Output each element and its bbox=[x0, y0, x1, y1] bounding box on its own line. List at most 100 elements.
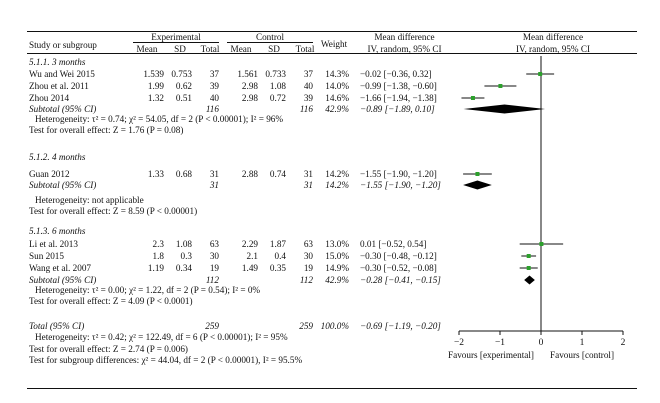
study-ci: −0.30 [−0.52, −0.08] bbox=[360, 263, 437, 273]
header-exp-sd: SD bbox=[174, 44, 186, 54]
subtotal-ci: −0.28 [−0.41, −0.15] bbox=[360, 275, 441, 285]
study-name: Guan 2012 bbox=[29, 169, 70, 179]
x-tick-label: 2 bbox=[621, 338, 626, 348]
exp-sd: 0.51 bbox=[175, 93, 192, 103]
ctrl-sd: 1.87 bbox=[269, 239, 286, 249]
subtotal-exp-total: 31 bbox=[209, 180, 219, 190]
subtotal-exp-total: 112 bbox=[205, 275, 219, 285]
study-point bbox=[538, 72, 543, 76]
top-rule bbox=[27, 31, 457, 32]
study-ci: −1.66 [−1.94, −1.38] bbox=[360, 93, 437, 103]
subtotal-label: Subtotal (95% CI) bbox=[29, 104, 97, 114]
study-point bbox=[539, 242, 544, 246]
exp-sd: 1.08 bbox=[175, 239, 192, 249]
total-label: Total (95% CI) bbox=[29, 321, 85, 331]
total-weight: 100.0% bbox=[320, 321, 349, 331]
exp-mean: 1.19 bbox=[147, 263, 164, 273]
ctrl-total: 40 bbox=[303, 81, 313, 91]
study-point bbox=[475, 172, 480, 176]
ctrl-total: 19 bbox=[303, 263, 313, 273]
total-overall-effect: Test for overall effect: Z = 2.74 (P = 0… bbox=[29, 344, 188, 354]
subtotal-label: Subtotal (95% CI) bbox=[29, 275, 97, 285]
header-experimental: Experimental bbox=[151, 32, 201, 42]
overall-effect-text: Test for overall effect: Z = 4.09 (P < 0… bbox=[29, 296, 193, 306]
study-point bbox=[526, 266, 531, 270]
subtotal-weight: 42.9% bbox=[325, 275, 349, 285]
subtotal-ci: −0.89 [−1.89, 0.10] bbox=[360, 104, 435, 114]
top-rule-plot bbox=[457, 31, 637, 32]
study-ci: −0.02 [−0.36, 0.32] bbox=[360, 69, 432, 79]
exp-mean: 1.32 bbox=[147, 93, 164, 103]
ctrl-mean: 2.1 bbox=[246, 251, 258, 261]
study-name: Wu and Wei 2015 bbox=[29, 69, 95, 79]
ctrl-sd: 1.08 bbox=[269, 81, 286, 91]
study-ci: −1.55 [−1.90, −1.20] bbox=[360, 169, 437, 179]
subgroup-title: 5.1.1. 3 months bbox=[29, 57, 86, 67]
favours-experimental-label: Favours [experimental] bbox=[448, 350, 534, 360]
header-exp-total: Total bbox=[200, 44, 220, 54]
header-ctrl-sd: SD bbox=[268, 44, 280, 54]
total-ctrl: 259 bbox=[299, 321, 313, 331]
exp-sd: 0.62 bbox=[175, 81, 192, 91]
study-ci: 0.01 [−0.52, 0.54] bbox=[360, 239, 427, 249]
favours-control-label: Favours [control] bbox=[550, 350, 615, 360]
exp-mean: 1.33 bbox=[147, 169, 164, 179]
ctrl-total: 30 bbox=[303, 251, 313, 261]
study-weight: 14.6% bbox=[325, 93, 349, 103]
x-tick-label: −1 bbox=[495, 338, 505, 348]
subgroup-title: 5.1.2. 4 months bbox=[29, 152, 86, 162]
total-heterogeneity: Heterogeneity: τ² = 0.42; χ² = 122.49, d… bbox=[35, 332, 288, 342]
exp-sd: 0.34 bbox=[175, 263, 192, 273]
study-point bbox=[470, 96, 475, 100]
subtotal-exp-total: 116 bbox=[205, 104, 219, 114]
ctrl-mean: 2.98 bbox=[241, 93, 258, 103]
total-exp: 259 bbox=[205, 321, 219, 331]
header-study-or-subgroup: Study or subgroup bbox=[29, 40, 97, 50]
study-weight: 14.0% bbox=[325, 81, 349, 91]
exp-mean: 1.99 bbox=[147, 81, 164, 91]
subtotal-diamond bbox=[463, 180, 492, 190]
ctrl-sd: 0.72 bbox=[269, 93, 286, 103]
exp-mean: 2.3 bbox=[152, 239, 164, 249]
overall-effect-text: Test for overall effect: Z = 1.76 (P = 0… bbox=[29, 125, 184, 135]
study-ci: −0.30 [−0.48, −0.12] bbox=[360, 251, 437, 261]
ctrl-total: 39 bbox=[303, 93, 313, 103]
subtotal-label: Subtotal (95% CI) bbox=[29, 180, 97, 190]
ctrl-sd: 0.733 bbox=[265, 69, 286, 79]
header-control: Control bbox=[255, 32, 285, 42]
overall-effect-text: Test for overall effect: Z = 8.59 (P < 0… bbox=[29, 206, 198, 216]
ctrl-mean: 2.29 bbox=[241, 239, 258, 249]
subtotal-ctrl-total: 31 bbox=[303, 180, 313, 190]
exp-total: 63 bbox=[209, 239, 219, 249]
study-point bbox=[526, 254, 531, 258]
subtotal-weight: 14.2% bbox=[325, 180, 349, 190]
heterogeneity-text: Heterogeneity: not applicable bbox=[35, 195, 144, 205]
exp-sd: 0.3 bbox=[180, 251, 192, 261]
exp-total: 39 bbox=[209, 81, 219, 91]
ctrl-underline bbox=[227, 42, 313, 43]
header-method-table: IV, random, 95% CI bbox=[367, 44, 442, 54]
study-name: Zhou 2014 bbox=[29, 93, 70, 103]
ctrl-sd: 0.35 bbox=[269, 263, 286, 273]
ctrl-sd: 0.74 bbox=[269, 169, 286, 179]
exp-underline bbox=[133, 42, 219, 43]
subtotal-ctrl-total: 116 bbox=[299, 104, 313, 114]
ctrl-mean: 2.88 bbox=[241, 169, 258, 179]
study-ci: −0.99 [−1.38, −0.60] bbox=[360, 81, 437, 91]
study-point bbox=[498, 84, 503, 88]
heterogeneity-text: Heterogeneity: τ² = 0.74; χ² = 54.05, df… bbox=[35, 114, 284, 124]
header-ctrl-total: Total bbox=[295, 44, 315, 54]
exp-mean: 1.8 bbox=[152, 251, 164, 261]
subgroup-title: 5.1.3. 6 months bbox=[29, 226, 86, 236]
total-ci: −0.69 [−1.19, −0.20] bbox=[360, 321, 441, 331]
study-name: Sun 2015 bbox=[29, 251, 64, 261]
study-name: Zhou et al. 2011 bbox=[29, 81, 89, 91]
header-md-table: Mean difference bbox=[374, 32, 435, 42]
plot-subtitle: IV, random, 95% CI bbox=[515, 44, 591, 54]
study-name: Li et al. 2013 bbox=[29, 239, 78, 249]
exp-total: 19 bbox=[209, 263, 219, 273]
exp-total: 30 bbox=[209, 251, 219, 261]
x-tick-label: −2 bbox=[454, 338, 464, 348]
ctrl-mean: 2.98 bbox=[241, 81, 258, 91]
exp-total: 31 bbox=[209, 169, 219, 179]
